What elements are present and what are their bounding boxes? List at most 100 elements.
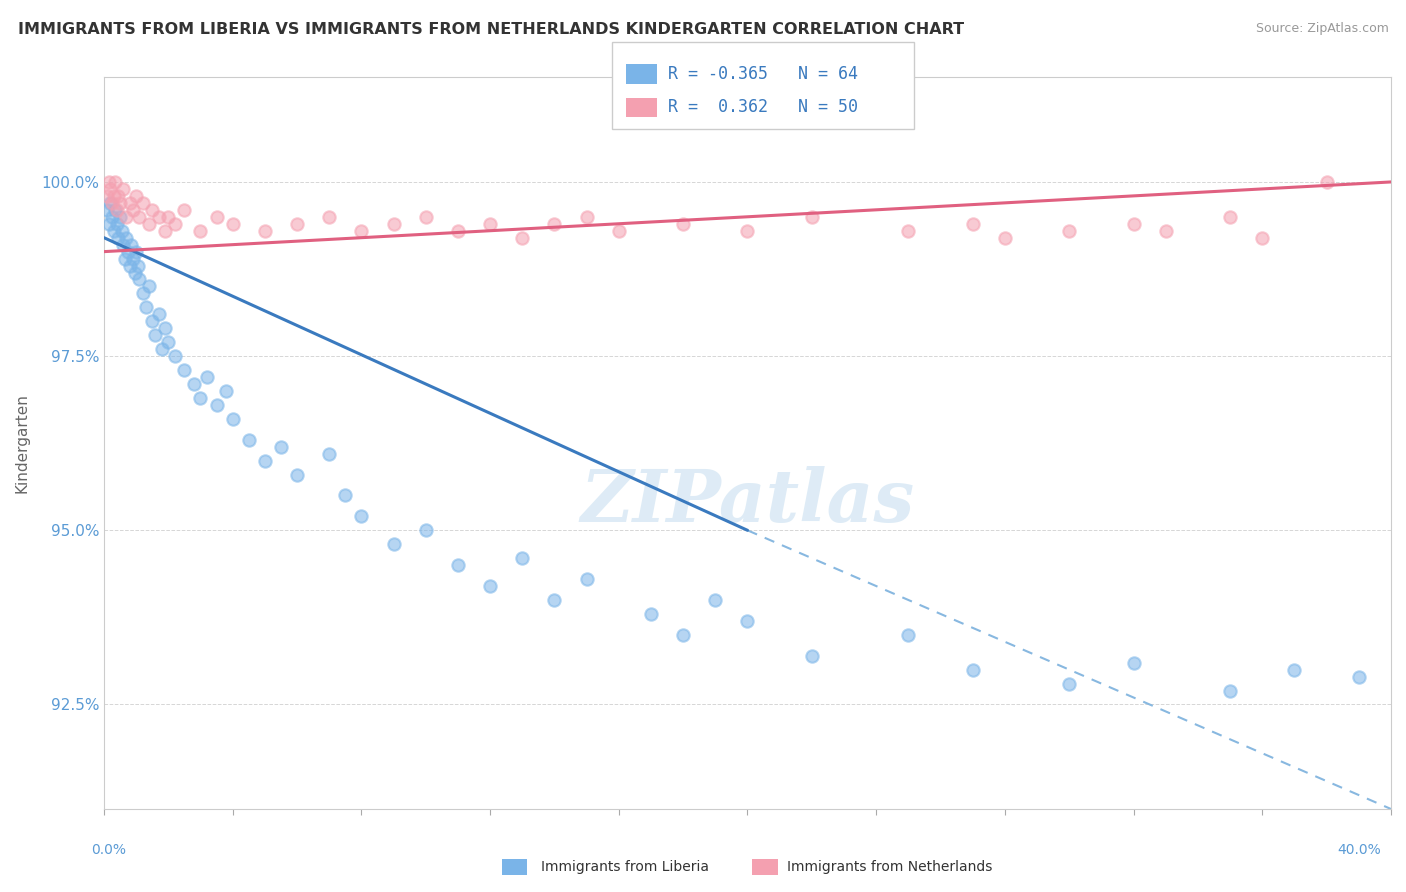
Point [253,453,276,467]
Point [737,224,759,238]
Text: ZIPatlas: ZIPatlas [581,467,914,537]
Point [141,202,163,217]
Point [163,217,186,231]
Point [221,412,243,426]
Point [157,335,180,350]
Point [510,230,533,244]
Point [103,189,125,203]
Text: Immigrants from Netherlands: Immigrants from Netherlands [787,860,993,874]
Point [153,321,176,335]
Point [215,384,238,398]
Point [104,202,127,217]
Point [1057,224,1080,238]
Point [447,558,470,573]
Y-axis label: Kindergarten: Kindergarten [15,393,30,493]
Point [382,217,405,231]
Point [994,230,1017,244]
Point [205,210,228,224]
Point [897,224,920,238]
Point [737,614,759,628]
Point [962,663,984,677]
Point [382,537,405,551]
Point [128,272,150,286]
Point [120,237,142,252]
Point [1284,663,1306,677]
Point [131,286,153,301]
Point [141,314,163,328]
Point [575,210,598,224]
Text: Source: ZipAtlas.com: Source: ZipAtlas.com [1256,22,1389,36]
Point [127,259,149,273]
Point [173,202,195,217]
Point [128,210,150,224]
Point [101,195,124,210]
Point [112,237,135,252]
Text: R =  0.362   N = 50: R = 0.362 N = 50 [668,98,858,117]
Point [205,398,228,412]
Point [270,440,292,454]
Point [101,210,124,224]
Point [510,551,533,566]
Point [122,202,145,217]
Point [607,224,630,238]
Point [704,593,727,607]
Point [107,230,129,244]
Point [135,301,157,315]
Point [285,467,308,482]
Point [118,259,141,273]
Point [962,217,984,231]
Point [115,210,138,224]
Point [897,628,920,642]
Point [124,266,146,280]
Point [190,224,212,238]
Point [117,244,139,259]
Point [157,210,180,224]
Point [103,224,125,238]
Point [108,195,131,210]
Point [335,488,357,502]
Point [145,328,167,343]
Point [97,175,120,189]
Point [100,195,122,210]
Point [1219,683,1241,698]
Point [350,509,373,524]
Point [131,195,153,210]
Point [318,447,340,461]
Point [543,593,565,607]
Point [1057,676,1080,690]
Point [108,210,131,224]
Point [238,433,260,447]
Point [447,224,470,238]
Point [415,210,437,224]
Point [800,210,823,224]
Point [350,224,373,238]
Point [114,252,136,266]
Point [107,189,129,203]
Point [148,210,170,224]
Point [125,244,148,259]
Point [1251,230,1274,244]
Point [1219,210,1241,224]
Text: R = -0.365   N = 64: R = -0.365 N = 64 [668,65,858,83]
Point [96,189,118,203]
Point [1122,656,1144,670]
Point [163,349,186,363]
Point [575,572,598,586]
Point [479,579,502,593]
Text: 0.0%: 0.0% [91,843,127,857]
Point [153,224,176,238]
Point [479,217,502,231]
Point [100,182,122,196]
Point [800,648,823,663]
Point [640,607,662,621]
Point [253,224,276,238]
Point [221,217,243,231]
Point [96,202,118,217]
Point [415,524,437,538]
Text: Immigrants from Liberia: Immigrants from Liberia [541,860,709,874]
Point [318,210,340,224]
Point [183,376,205,391]
Point [112,182,135,196]
Point [104,175,127,189]
Point [111,224,134,238]
